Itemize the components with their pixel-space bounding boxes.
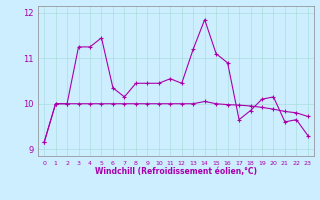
X-axis label: Windchill (Refroidissement éolien,°C): Windchill (Refroidissement éolien,°C) bbox=[95, 167, 257, 176]
